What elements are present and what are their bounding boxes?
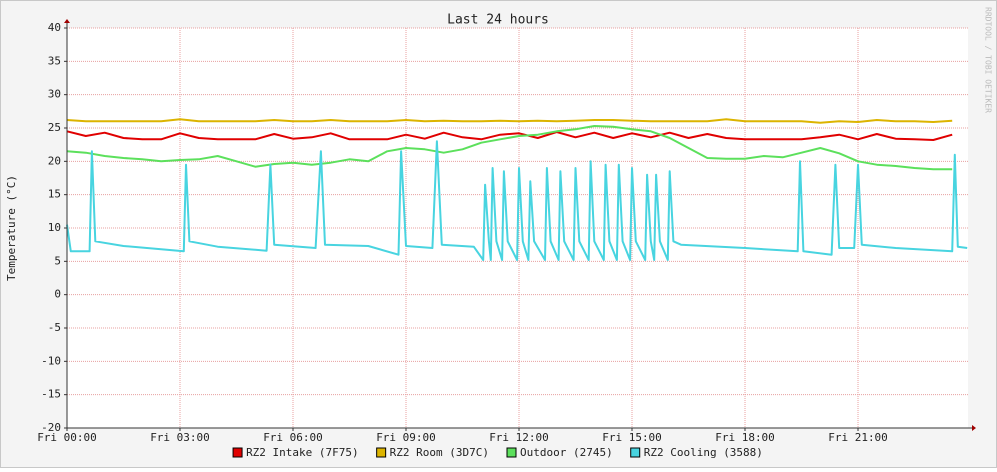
x-arrow: [972, 425, 976, 431]
y-tick-label: 5: [54, 254, 61, 267]
watermark: RRDTOOL / TOBI OETIKER: [984, 7, 993, 113]
y-tick-label: -15: [41, 388, 61, 401]
y-tick-label: 0: [54, 288, 61, 301]
series-line: [66, 118, 953, 124]
chart-title: Last 24 hours: [447, 13, 549, 28]
y-arrow: [64, 19, 70, 23]
legend-label: RZ2 Room (3D7C): [390, 446, 489, 459]
y-tick-label: 30: [48, 88, 61, 101]
legend-item: RZ2 Cooling (3588): [630, 446, 763, 459]
legend-swatch: [506, 447, 517, 458]
x-tick-label: Fri 00:00: [37, 431, 97, 444]
y-tick-label: 35: [48, 54, 61, 67]
x-tick-label: Fri 03:00: [150, 431, 210, 444]
x-tick-label: Fri 18:00: [715, 431, 775, 444]
x-tick-label: Fri 21:00: [828, 431, 888, 444]
legend-item: RZ2 Room (3D7C): [376, 446, 489, 459]
series-line: [66, 130, 953, 141]
series-line: [66, 125, 953, 171]
y-tick-label: 25: [48, 121, 61, 134]
x-tick-label: Fri 09:00: [376, 431, 436, 444]
legend-item: Outdoor (2745): [506, 446, 613, 459]
y-tick-label: -10: [41, 354, 61, 367]
legend-swatch: [232, 447, 243, 458]
legend-label: RZ2 Cooling (3588): [644, 446, 763, 459]
series-line: [66, 140, 968, 261]
y-tick-label: 10: [48, 221, 61, 234]
legend-item: RZ2 Intake (7F75): [232, 446, 359, 459]
legend-label: RZ2 Intake (7F75): [246, 446, 359, 459]
y-axis-label: Temperature (°C): [5, 175, 18, 281]
y-tick-label: 40: [48, 21, 61, 34]
x-tick-label: Fri 06:00: [263, 431, 323, 444]
legend-label: Outdoor (2745): [520, 446, 613, 459]
legend-swatch: [376, 447, 387, 458]
y-tick-label: -5: [48, 321, 61, 334]
y-tick-label: 15: [48, 188, 61, 201]
legend-swatch: [630, 447, 641, 458]
x-tick-label: Fri 12:00: [489, 431, 549, 444]
y-tick-label: 20: [48, 154, 61, 167]
y-tick-label: -20: [41, 421, 61, 434]
x-tick-label: Fri 15:00: [602, 431, 662, 444]
